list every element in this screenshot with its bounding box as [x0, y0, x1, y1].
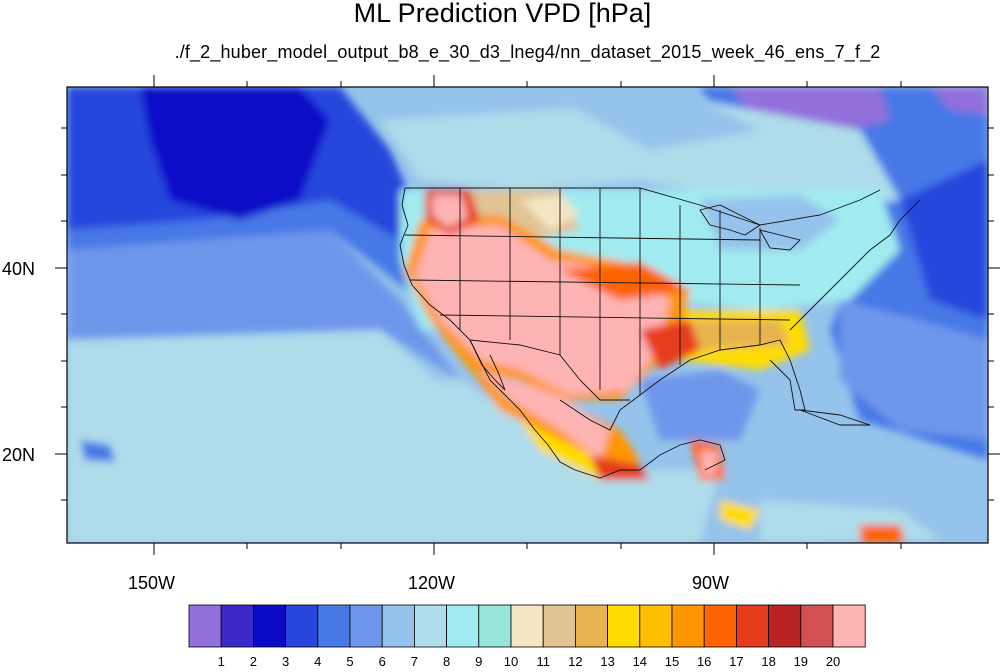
colorbar-label: 19 [793, 654, 809, 669]
lon-label-90w: 90W [692, 573, 730, 593]
colorbar-label: 18 [761, 654, 776, 669]
colorbar-label: 2 [249, 654, 257, 669]
colorbar-label: 12 [568, 654, 583, 669]
colorbar-swatch [413, 604, 447, 648]
axis-ticks [55, 75, 1000, 555]
colorbar-swatch [349, 604, 383, 648]
colorbar-swatch [832, 604, 866, 648]
colorbar-swatch [220, 604, 254, 648]
colorbar-label: 17 [729, 654, 744, 669]
colorbar-swatch [671, 604, 705, 648]
lat-label-20n: 20N [2, 445, 36, 465]
colorbar-label: 20 [825, 654, 841, 669]
colorbar-label: 3 [281, 654, 290, 669]
colorbar-label: 4 [314, 654, 322, 669]
lat-label-40n: 40N [2, 259, 36, 279]
colorbar-label: 11 [536, 654, 550, 669]
colorbar-swatch [607, 604, 641, 648]
colorbar-label: 10 [503, 654, 519, 669]
colorbar-label: 13 [600, 654, 615, 669]
colorbar-swatch [575, 604, 609, 648]
colorbar-label: 16 [696, 654, 712, 669]
colorbar-swatch [703, 604, 737, 648]
colorbar-swatch [768, 604, 802, 648]
colorbar-label: 1 [217, 654, 225, 669]
colorbar-swatch [252, 604, 286, 648]
colorbar-label: 8 [442, 654, 451, 669]
colorbar-label: 14 [632, 654, 648, 669]
colorbar-label: 9 [475, 654, 483, 669]
colorbar-label: 5 [346, 654, 354, 669]
colorbar-swatch [317, 604, 351, 648]
colorbar-swatch [736, 604, 770, 648]
colorbar-swatch [446, 604, 480, 648]
colorbar-swatch [800, 604, 834, 648]
vpd-contour-field [67, 87, 988, 543]
colorbar-label: 6 [378, 654, 386, 669]
colorbar [188, 604, 866, 648]
colorbar-label: 7 [410, 654, 418, 669]
colorbar-swatch [285, 604, 319, 648]
colorbar-swatch [478, 604, 512, 648]
map-subtitle: ./f_2_huber_model_output_b8_e_30_d3_lneg… [174, 42, 881, 62]
lon-label-150w: 150W [128, 573, 176, 593]
map-title: ML Prediction VPD [hPa] [353, 0, 652, 28]
colorbar-swatch [639, 604, 673, 648]
lon-label-120w: 120W [408, 573, 456, 593]
colorbar-label: 15 [664, 654, 680, 669]
colorbar-swatch [510, 604, 544, 648]
colorbar-swatch [188, 604, 222, 648]
colorbar-swatch [381, 604, 415, 648]
colorbar-swatch [542, 604, 576, 648]
